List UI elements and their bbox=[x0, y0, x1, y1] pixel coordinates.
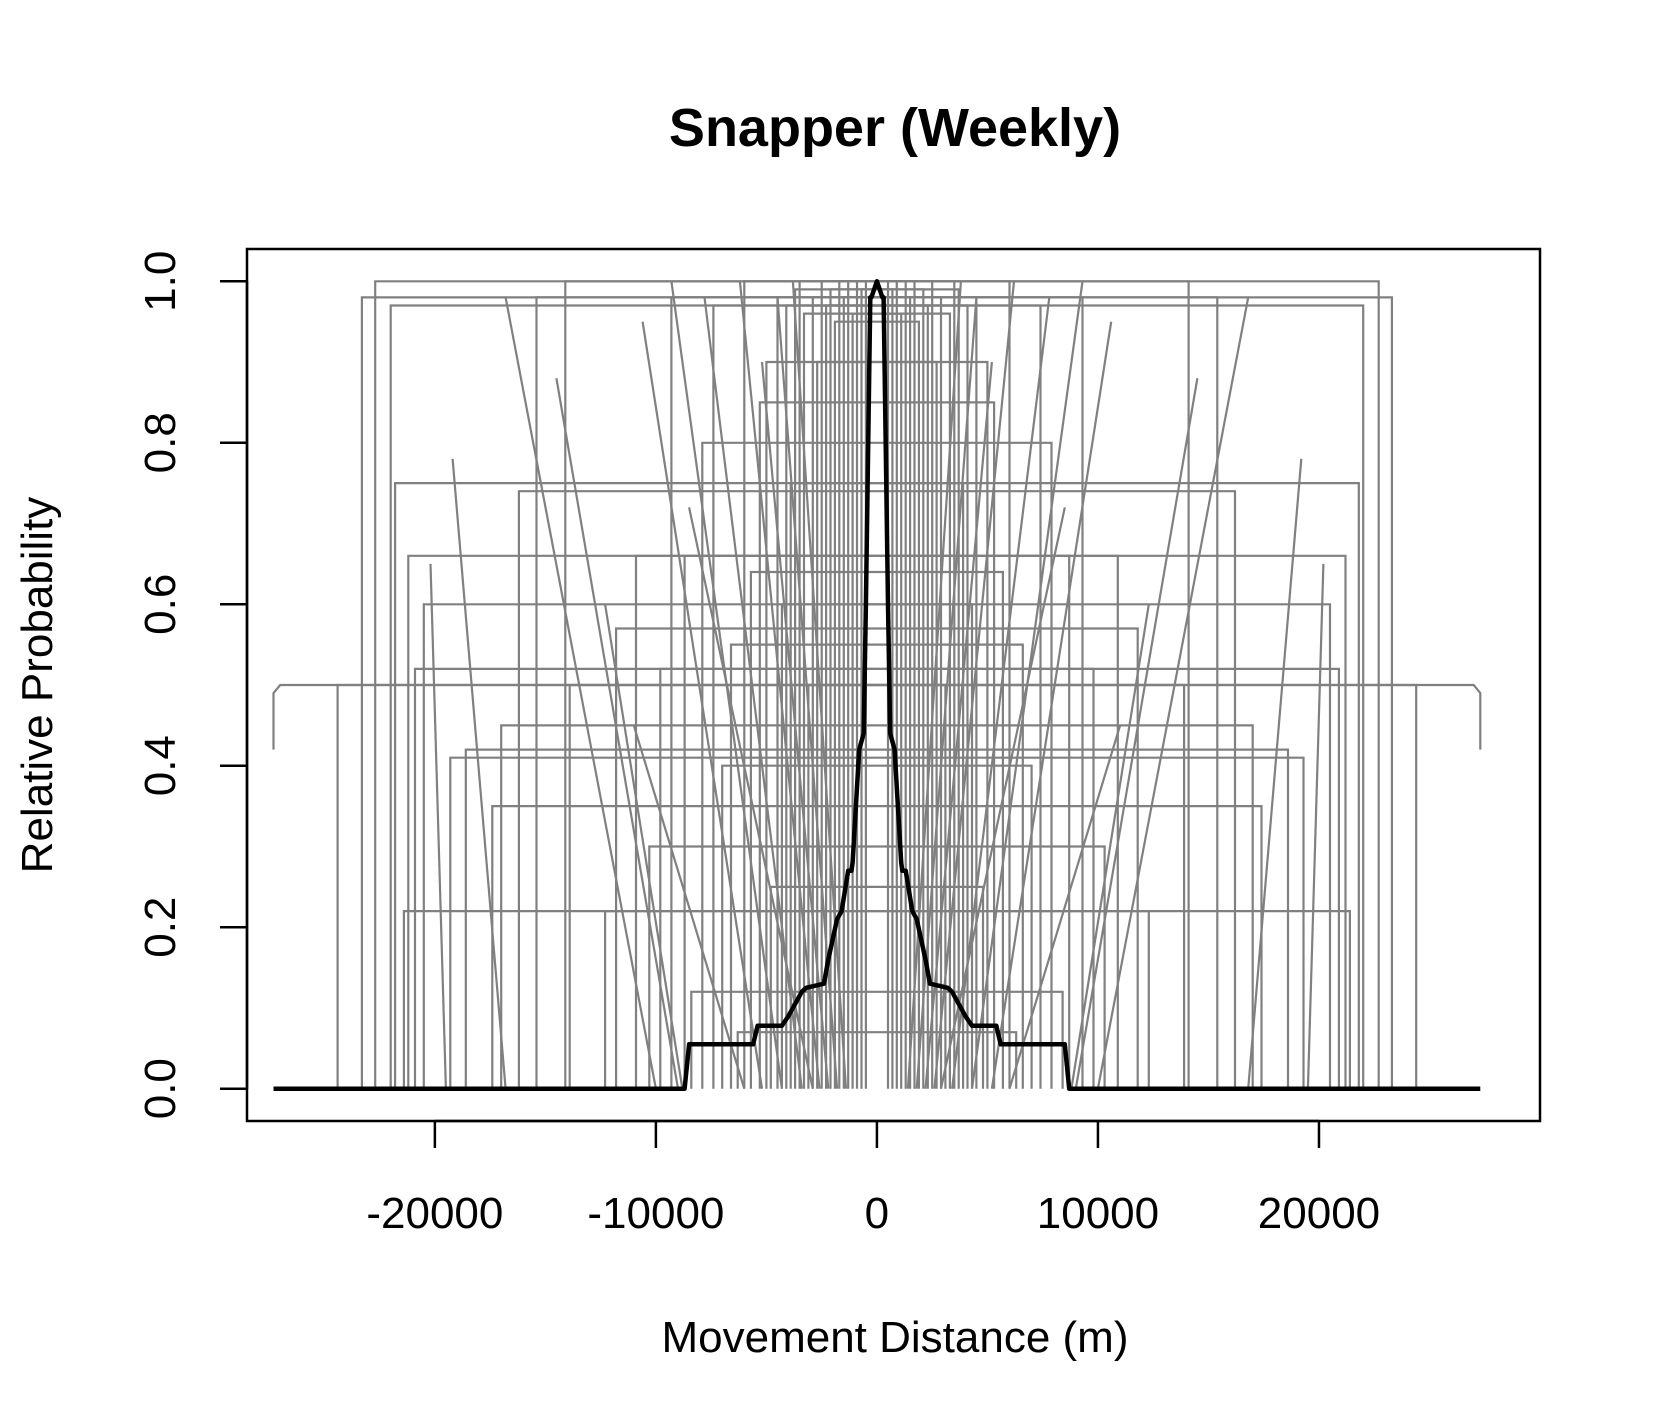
x-axis-label: Movement Distance (m) bbox=[661, 1313, 1128, 1362]
x-tick-label: -20000 bbox=[366, 1189, 503, 1238]
individual-kernel-line bbox=[690, 990, 1064, 1089]
individual-slope-line bbox=[504, 297, 657, 1089]
individual-kernel-line bbox=[360, 296, 1393, 1089]
individual-kernel-line bbox=[407, 554, 1347, 1089]
individual-slope-line bbox=[760, 361, 830, 1089]
individual-slope-line bbox=[906, 281, 962, 1089]
individual-kernel-line bbox=[615, 627, 1139, 1089]
individual-slope-line bbox=[1096, 297, 1250, 1089]
individual-slope-line bbox=[429, 563, 447, 1089]
individual-kernel-line bbox=[729, 643, 1024, 1089]
individual-kernel-line bbox=[780, 603, 974, 1089]
individual-kernel-line bbox=[500, 724, 1254, 1089]
y-tick-label: 0.0 bbox=[136, 1058, 185, 1119]
chart-title: Snapper (Weekly) bbox=[669, 98, 1121, 158]
individual-kernel-line bbox=[413, 667, 1340, 1089]
individual-kernel-line bbox=[394, 482, 1360, 1089]
individual-slope-line bbox=[1008, 725, 1122, 1090]
individual-kernel-line bbox=[769, 885, 985, 1089]
individual-kernel-line bbox=[659, 667, 1095, 1089]
individual-slope-line bbox=[604, 604, 684, 1089]
individual-kernel-line bbox=[648, 845, 1106, 1089]
individual-kernel-line bbox=[749, 570, 1004, 1089]
x-axis: -20000 -10000 0 10000 20000 bbox=[366, 1119, 1380, 1238]
individual-kernel-line bbox=[842, 296, 912, 1089]
individual-kernel-line bbox=[860, 288, 894, 1089]
individual-slope-line bbox=[1247, 458, 1303, 1089]
y-tick-label: 0.8 bbox=[136, 412, 185, 473]
individual-kernel-line bbox=[712, 304, 1042, 1089]
x-tick-label: 10000 bbox=[1037, 1189, 1159, 1238]
individual-kernel-line bbox=[517, 490, 1237, 1089]
x-tick-label: -10000 bbox=[587, 1189, 724, 1238]
individual-slope-line bbox=[924, 361, 993, 1089]
individual-kernel-line bbox=[721, 764, 1033, 1089]
individual-kernel-line bbox=[449, 756, 1305, 1089]
individual-slope-line bbox=[738, 281, 821, 1089]
x-tick-label: 20000 bbox=[1258, 1189, 1380, 1238]
individual-kernel-line bbox=[825, 304, 929, 1089]
individual-slope-line bbox=[791, 281, 848, 1089]
individual-kernel-line bbox=[736, 1031, 1018, 1089]
individual-kernel-line bbox=[535, 296, 1219, 1089]
individual-slope-line bbox=[555, 378, 680, 1089]
individual-kernel-line bbox=[670, 296, 1084, 1089]
individual-slope-line bbox=[688, 507, 814, 1089]
individual-slope-line bbox=[939, 507, 1066, 1089]
individual-kernel-line bbox=[604, 910, 1150, 1089]
y-axis: 0.0 0.2 0.4 0.6 0.8 1.0 bbox=[136, 251, 249, 1119]
y-tick-label: 1.0 bbox=[136, 251, 185, 312]
individual-kernel-line bbox=[402, 910, 1351, 1089]
individual-slope-line bbox=[1074, 378, 1199, 1089]
individual-kernel-line bbox=[491, 805, 1263, 1089]
individual-kernel-line bbox=[816, 360, 938, 1089]
y-tick-label: 0.2 bbox=[136, 897, 185, 958]
x-tick-label: 0 bbox=[865, 1189, 889, 1238]
mean-kernel-line bbox=[273, 279, 1481, 1091]
individual-kernel-line bbox=[683, 554, 1071, 1089]
individual-slope-line bbox=[990, 321, 1113, 1089]
individual-slope-line bbox=[641, 321, 764, 1089]
y-tick-label: 0.4 bbox=[136, 735, 185, 796]
individual-kernel-line bbox=[272, 683, 1482, 750]
individual-slope-line bbox=[933, 281, 1016, 1089]
individual-kernel-line bbox=[634, 554, 1119, 1089]
individual-slope-line bbox=[1306, 563, 1325, 1089]
individual-slope-line bbox=[1070, 604, 1150, 1089]
individual-slope-line bbox=[451, 458, 507, 1089]
y-tick-label: 0.6 bbox=[136, 574, 185, 635]
individual-kernel-line bbox=[851, 312, 903, 1089]
individual-kernel-line bbox=[701, 441, 1053, 1089]
individual-slope-line bbox=[632, 725, 746, 1090]
individual-kernel-line bbox=[833, 320, 920, 1089]
individual-kernel-line bbox=[811, 296, 943, 1089]
y-axis-label: Relative Probability bbox=[13, 497, 62, 874]
individual-kernel-line bbox=[807, 683, 947, 1089]
individual-kernel-line bbox=[464, 748, 1290, 1089]
plot-lines bbox=[272, 279, 1482, 1091]
